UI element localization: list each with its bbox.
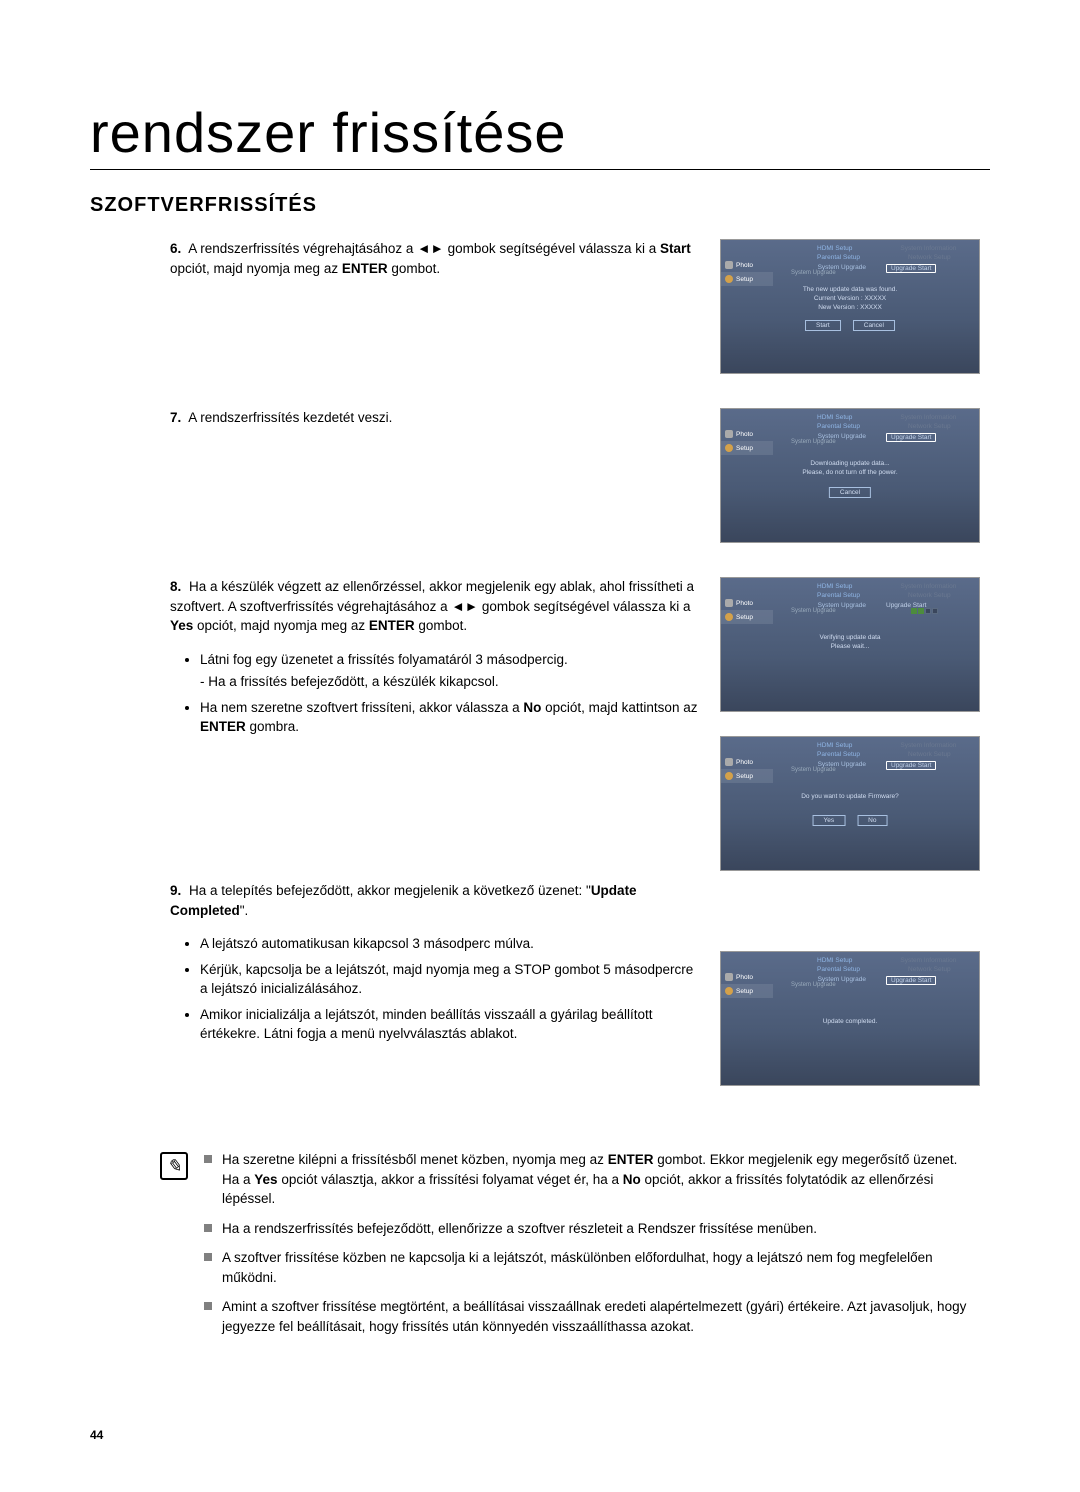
- page-title: rendszer frissítése: [90, 100, 990, 170]
- screenshot-4: Photo Setup HDMI SetupSystem Information…: [720, 736, 980, 871]
- text-bold: Start: [660, 241, 691, 256]
- text: gombot.: [415, 618, 468, 633]
- screenshot-2: Photo Setup HDMI SetupSystem Information…: [720, 408, 980, 543]
- note-item: Ha szeretne kilépni a frissítésből menet…: [204, 1150, 970, 1209]
- text-bold: ENTER: [369, 618, 415, 633]
- list-item: Ha nem szeretne szoftvert frissíteni, ak…: [200, 698, 700, 737]
- note-item: Amint a szoftver frissítése megtörtént, …: [204, 1297, 970, 1336]
- text: Ha a telepítés befejeződött, akkor megje…: [189, 883, 591, 898]
- content: 6. A rendszerfrissítés végrehajtásához a…: [90, 239, 990, 1347]
- note-item: A szoftver frissítése közben ne kapcsolj…: [204, 1248, 970, 1287]
- list-item: Látni fog egy üzenetet a frissítés folya…: [200, 650, 700, 692]
- note-item: Ha a rendszerfrissítés befejeződött, ell…: [204, 1219, 970, 1239]
- section-title: SZOFTVERFRISSÍTÉS: [90, 194, 990, 217]
- text: ".: [240, 903, 249, 918]
- text-bold: ENTER: [342, 261, 388, 276]
- text: A rendszerfrissítés kezdetét veszi.: [188, 410, 392, 425]
- text: A rendszerfrissítés végrehajtásához a ◄►…: [188, 241, 660, 256]
- step-9: 9. Ha a telepítés befejeződött, akkor me…: [90, 881, 990, 1110]
- screenshot-3: Photo Setup HDMI SetupSystem Information…: [720, 577, 980, 712]
- note-icon: ✎: [160, 1152, 188, 1180]
- text: Ha a készülék végzett az ellenőrzéssel, …: [170, 579, 694, 614]
- text: gombot.: [388, 261, 441, 276]
- screenshot-5: Photo Setup HDMI SetupSystem Information…: [720, 951, 980, 1086]
- step-6: 6. A rendszerfrissítés végrehajtásához a…: [90, 239, 990, 398]
- list-item: Kérjük, kapcsolja be a lejátszót, majd n…: [200, 960, 700, 999]
- step-7: 7. A rendszerfrissítés kezdetét veszi. P…: [90, 408, 990, 567]
- text-bold: Yes: [170, 618, 193, 633]
- step-num: 7.: [170, 408, 181, 428]
- list-item: Amikor inicializálja a lejátszót, minden…: [200, 1005, 700, 1044]
- step-num: 6.: [170, 239, 181, 259]
- page-number: 44: [90, 1428, 103, 1442]
- screenshot-1: Photo Setup HDMI SetupSystem Information…: [720, 239, 980, 374]
- step-8: 8. Ha a készülék végzett az ellenőrzésse…: [90, 577, 990, 895]
- text: opciót, majd nyomja meg az: [193, 618, 369, 633]
- list-item: A lejátszó automatikusan kikapcsol 3 más…: [200, 934, 700, 954]
- step-num: 8.: [170, 577, 181, 597]
- text: opciót, majd nyomja meg az: [170, 261, 342, 276]
- note-section: ✎ Ha szeretne kilépni a frissítésből men…: [160, 1150, 990, 1347]
- step-num: 9.: [170, 881, 181, 901]
